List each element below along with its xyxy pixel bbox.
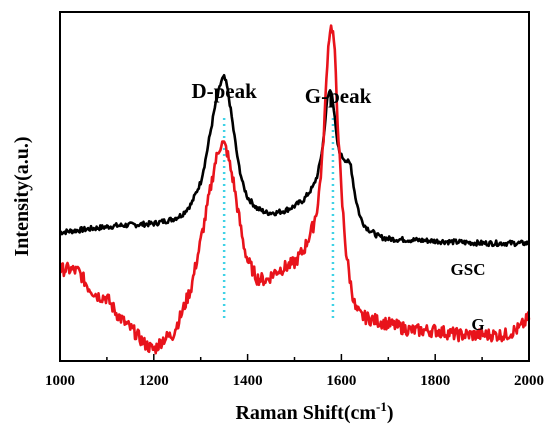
x-tick-label: 1600 xyxy=(326,373,356,389)
x-axis-label: Raman Shift(cm-1) xyxy=(235,399,393,424)
x-tick-label: 1400 xyxy=(233,373,263,389)
x-tick-label: 1200 xyxy=(139,373,169,389)
x-tick-labels: 1000 1200 1400 1600 1800 2000 xyxy=(45,373,544,389)
annotation-d-peak: D-peak xyxy=(191,79,257,103)
x-tick-label: 1800 xyxy=(420,373,450,389)
x-tick-label: 1000 xyxy=(45,373,75,389)
series-labels: GSC G xyxy=(451,260,486,334)
series-label-gsc: GSC xyxy=(451,260,486,279)
series-line-g xyxy=(59,24,531,355)
y-axis-label: Intensity(a.u.) xyxy=(11,136,33,256)
plot-frame xyxy=(59,11,530,362)
series-label-g: G xyxy=(471,315,484,334)
x-tick-label: 2000 xyxy=(514,373,544,389)
annotation-g-peak: G-peak xyxy=(305,84,372,108)
x-ticks xyxy=(59,354,530,361)
series-line-gsc xyxy=(59,74,530,248)
reference-lines xyxy=(222,118,335,322)
peak-annotations: D-peak G-peak xyxy=(191,79,371,108)
series-layer xyxy=(59,24,531,355)
